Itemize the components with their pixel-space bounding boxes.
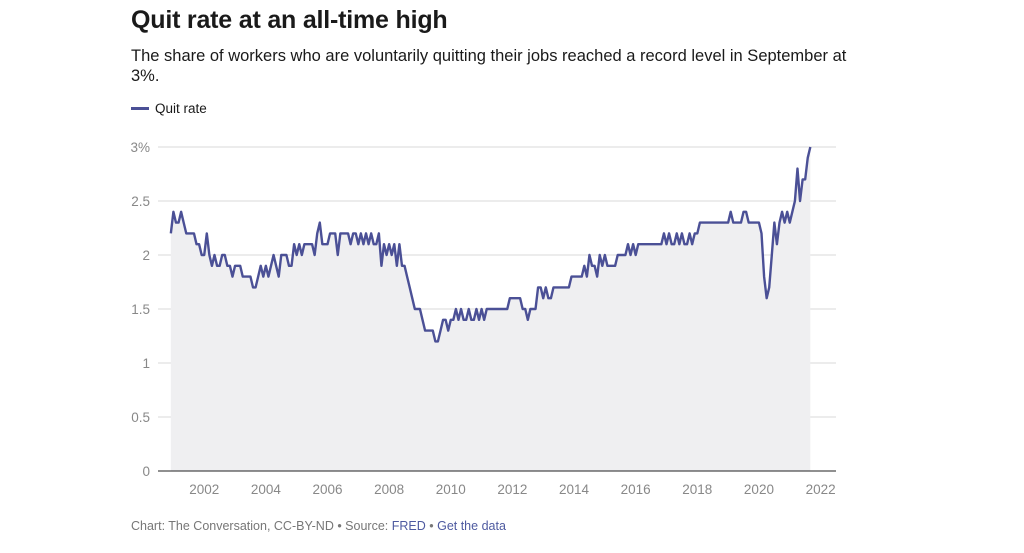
chart-footer: Chart: The Conversation, CC-BY-ND • Sour…	[131, 519, 506, 533]
x-tick-label: 2018	[682, 482, 712, 497]
chart-title: Quit rate at an all-time high	[131, 6, 448, 34]
x-tick-label: 2010	[436, 482, 466, 497]
y-tick-labels: 0 0.5 1 1.5 2 2.5 3%	[130, 140, 150, 479]
x-tick-label: 2012	[497, 482, 527, 497]
x-tick-label: 2006	[312, 482, 342, 497]
x-tick-label: 2002	[189, 482, 219, 497]
y-tick-label: 1.5	[131, 302, 150, 317]
footer-source-link[interactable]: FRED	[391, 519, 426, 533]
x-tick-label: 2014	[559, 482, 590, 497]
y-tick-label: 0.5	[131, 410, 150, 425]
y-tick-label: 2.5	[131, 194, 150, 209]
y-tick-label: 1	[142, 356, 150, 371]
y-tick-label: 3%	[130, 140, 150, 155]
y-tick-label: 0	[142, 464, 150, 479]
legend-swatch-quit-rate	[131, 107, 149, 110]
x-tick-label: 2020	[744, 482, 774, 497]
footer-credit: Chart: The Conversation, CC-BY-ND • Sour…	[131, 519, 392, 533]
y-tick-label: 2	[142, 248, 150, 263]
legend-label-quit-rate: Quit rate	[155, 101, 207, 116]
x-tick-label: 2008	[374, 482, 404, 497]
x-tick-label: 2016	[621, 482, 651, 497]
chart-subtitle: The share of workers who are voluntarily…	[131, 47, 847, 85]
series-line-quit-rate	[169, 146, 812, 343]
x-tick-label: 2022	[806, 482, 836, 497]
footer-separator: •	[425, 519, 438, 533]
x-tick-labels: 2002 2004 2006 2008 2010 2012 2014 2016 2018 2020…	[189, 482, 835, 497]
line-layer	[169, 146, 812, 343]
x-tick-label: 2004	[251, 482, 282, 497]
legend: Quit rate	[131, 101, 207, 116]
get-the-data-link[interactable]: Get the data	[437, 519, 506, 533]
